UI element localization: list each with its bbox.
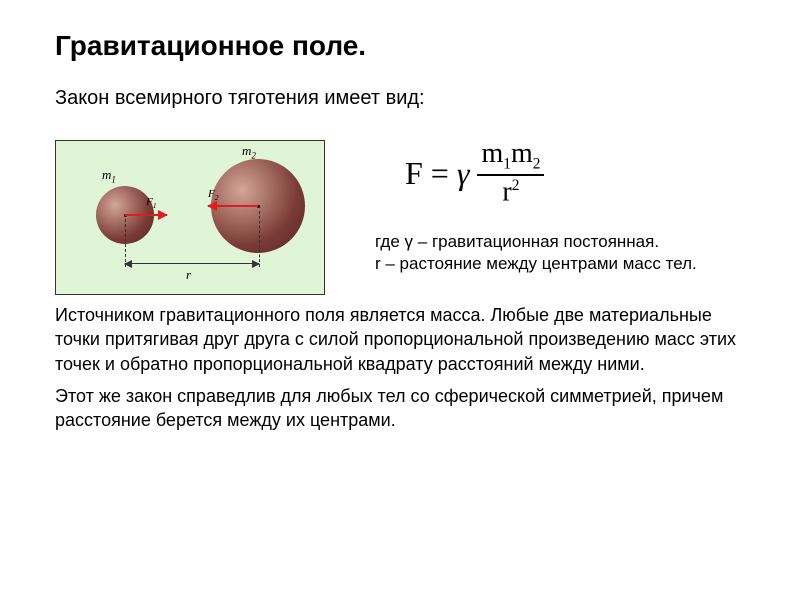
- label-r: r: [186, 267, 191, 283]
- formula-fraction: m1m2 r2: [477, 140, 544, 206]
- gravity-diagram: m1 m2 F1 F2 r: [55, 140, 325, 295]
- label-f2: F2: [208, 188, 219, 202]
- label-m2: m2: [242, 143, 256, 161]
- right-column: F = γ m1m2 r2 где γ – гравитационная пос…: [375, 140, 745, 276]
- body-paragraph-1: Источником гравитационного поля является…: [55, 303, 745, 376]
- formula-numerator: m1m2: [477, 140, 544, 176]
- formula-lhs: F: [405, 155, 423, 192]
- label-f1: F1: [146, 196, 157, 210]
- distance-line: [125, 263, 259, 264]
- formula-gamma: γ: [457, 155, 470, 192]
- force-arrow-1: [125, 214, 167, 216]
- force-arrow-2: [208, 205, 258, 207]
- body-paragraph-2: Этот же закон справедлив для любых тел с…: [55, 384, 745, 433]
- page-title: Гравитационное поле.: [55, 30, 745, 62]
- formula-denominator: r2: [502, 176, 519, 206]
- formula-eq: =: [431, 155, 449, 192]
- dash-line-2: [259, 211, 260, 267]
- mid-section: m1 m2 F1 F2 r F = γ m1m2 r2: [55, 140, 745, 295]
- label-m1: m1: [102, 167, 116, 185]
- subtitle: Закон всемирного тяготения имеет вид:: [55, 87, 745, 110]
- formula-description: где γ – гравитационная постоянная. r – р…: [375, 231, 745, 275]
- formula: F = γ m1m2 r2: [375, 140, 745, 206]
